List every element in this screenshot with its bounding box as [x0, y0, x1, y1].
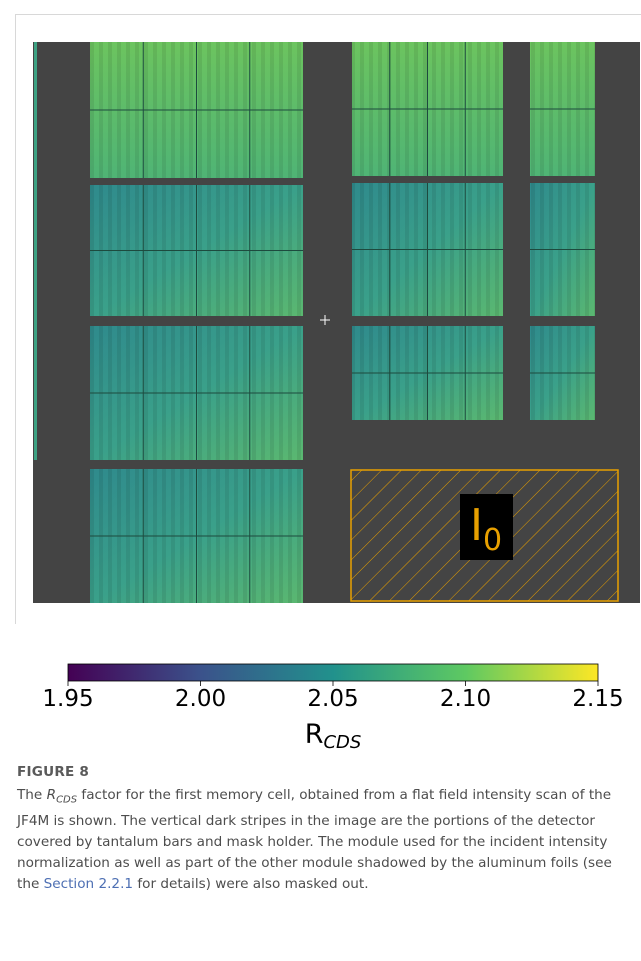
section-link[interactable]: Section 2.2.1 [43, 875, 134, 892]
caption-part: The [17, 787, 47, 803]
figure-frame [15, 14, 641, 624]
caption-part: factor for the first memory cell, obtain… [17, 787, 612, 892]
caption-symbol: R [46, 787, 57, 803]
annotation: I0 [470, 500, 502, 558]
colorbar-label: RCDS [305, 719, 362, 750]
caption-symbol-sub: CDS [56, 794, 78, 806]
colorbar-tick-label: 1.95 [42, 686, 93, 712]
annotation-text: I [470, 500, 483, 551]
caption: FIGURE 8 The RCDS factor for the first m… [17, 762, 629, 895]
caption-part: for details) were also masked out. [133, 875, 369, 892]
colorbar-tick-label: 2.10 [440, 686, 491, 712]
colorbar-label-sub: CDS [323, 732, 361, 750]
colorbar-tick-label: 2.05 [307, 686, 358, 712]
colorbar-tick-label: 2.00 [175, 686, 226, 712]
annotation-box [460, 494, 513, 560]
caption-text: The RCDS factor for the first memory cel… [17, 785, 629, 895]
annotation-subscript: 0 [483, 523, 502, 558]
colorbar-tick-label: 2.15 [572, 686, 623, 712]
colorbar-label-main: R [305, 719, 324, 750]
edge-module [34, 42, 37, 460]
colorbar-ticks: 1.95 2.00 2.05 2.10 2.15 [42, 681, 624, 712]
modules [90, 42, 595, 603]
colorbar [67, 663, 599, 682]
figure: I0 1.95 2.00 2.05 2.10 2.15 RCDS [33, 42, 640, 750]
figure-label: FIGURE 8 [17, 764, 90, 780]
